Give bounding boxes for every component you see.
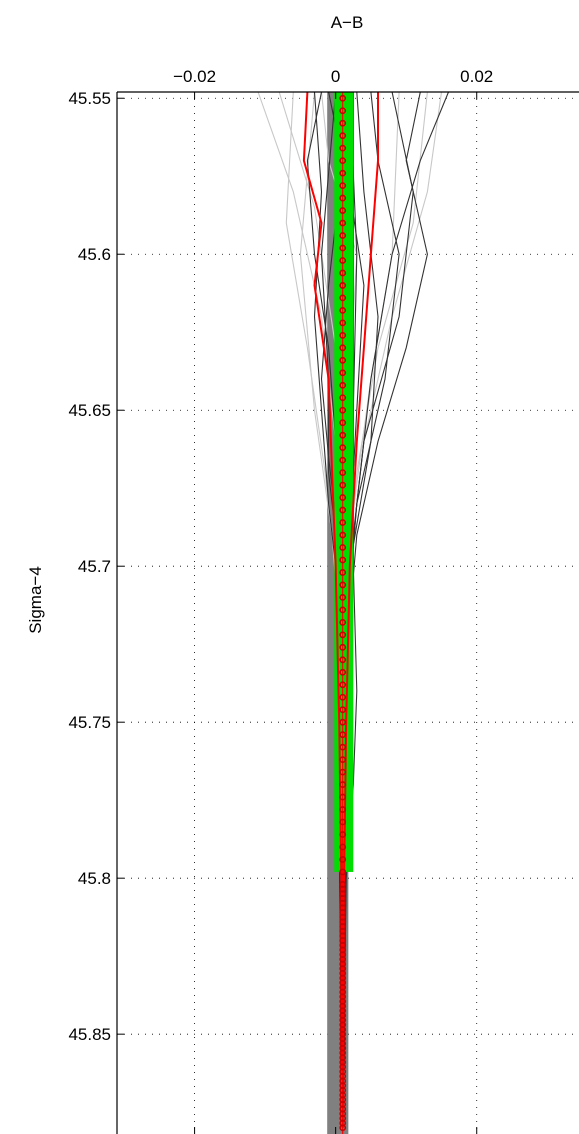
data-marker — [339, 94, 347, 102]
data-marker — [339, 394, 347, 402]
data-marker — [339, 606, 347, 614]
data-marker — [339, 219, 347, 227]
data-marker — [339, 444, 347, 452]
data-marker — [339, 356, 347, 364]
data-marker — [339, 419, 347, 427]
data-marker — [339, 494, 347, 501]
data-marker — [339, 456, 347, 464]
data-marker — [339, 519, 347, 526]
y-tick-label-3: 45.7 — [78, 557, 111, 576]
data-marker — [339, 756, 347, 764]
y-tick-label-1: 45.6 — [78, 245, 111, 264]
ensemble-line-dark-9 — [342, 91, 428, 1128]
data-marker — [339, 631, 347, 639]
data-marker — [339, 581, 347, 589]
envelope-line-21 — [341, 92, 379, 1128]
tick-labels: −0.0200.020.0445.5545.645.6545.745.7545.… — [68, 67, 493, 1044]
envelope-line-20 — [302, 91, 344, 1128]
data-marker — [339, 294, 347, 302]
data-marker — [339, 119, 347, 127]
data-marker — [339, 506, 347, 514]
data-marker — [339, 731, 347, 739]
data-marker — [339, 781, 347, 788]
y-axis-label: Sigma−4 — [26, 566, 45, 634]
data-marker — [339, 381, 347, 389]
data-marker — [339, 856, 347, 863]
data-marker — [339, 107, 347, 115]
data-marker — [339, 257, 347, 264]
data-marker — [339, 643, 347, 651]
data-marker — [339, 431, 347, 439]
data-marker — [339, 868, 347, 876]
data-marker — [339, 718, 347, 726]
data-marker — [339, 182, 347, 189]
data-marker — [339, 768, 347, 776]
data-marker — [339, 569, 347, 576]
data-marker — [339, 1124, 347, 1132]
ensemble-line-light-5 — [342, 91, 428, 1128]
data-marker — [339, 144, 347, 152]
data-marker — [339, 531, 347, 539]
x-axis-label: A−B — [331, 13, 364, 32]
data-marker — [339, 244, 347, 252]
data-marker — [339, 282, 347, 289]
x-tick-label-2: 0.02 — [460, 67, 493, 86]
data-marker — [339, 793, 347, 801]
axes — [116, 91, 579, 1134]
data-marker — [339, 693, 347, 701]
y-tick-label-2: 45.65 — [68, 401, 111, 420]
data-marker — [339, 831, 347, 838]
y-tick-label-0: 45.55 — [68, 89, 111, 108]
plot-area — [257, 91, 450, 1134]
data-marker — [339, 132, 347, 140]
data-marker — [339, 331, 347, 339]
data-marker — [339, 594, 347, 601]
data-marker — [339, 656, 347, 664]
data-marker — [339, 818, 347, 826]
data-marker — [339, 169, 347, 177]
y-tick-label-4: 45.75 — [68, 713, 111, 732]
x-tick-label-1: 0 — [331, 67, 340, 86]
data-marker — [339, 681, 347, 689]
data-marker — [339, 556, 347, 564]
data-marker — [339, 344, 347, 352]
data-marker — [339, 207, 347, 214]
data-marker — [339, 269, 347, 277]
data-marker — [339, 618, 347, 626]
data-marker — [339, 369, 347, 377]
x-tick-label-0: −0.02 — [173, 67, 216, 86]
data-marker — [339, 743, 347, 751]
y-tick-label-5: 45.8 — [78, 869, 111, 888]
data-marker — [339, 406, 347, 414]
data-marker — [339, 668, 347, 676]
data-marker — [339, 481, 347, 489]
data-marker — [339, 306, 347, 314]
data-marker — [339, 469, 347, 477]
data-marker — [339, 319, 347, 327]
data-marker — [339, 157, 347, 165]
data-marker — [339, 544, 347, 551]
y-tick-label-6: 45.85 — [68, 1025, 111, 1044]
data-marker — [339, 706, 347, 714]
data-marker — [339, 194, 347, 202]
data-marker — [339, 806, 347, 813]
data-marker — [339, 232, 347, 239]
data-marker — [339, 843, 347, 851]
